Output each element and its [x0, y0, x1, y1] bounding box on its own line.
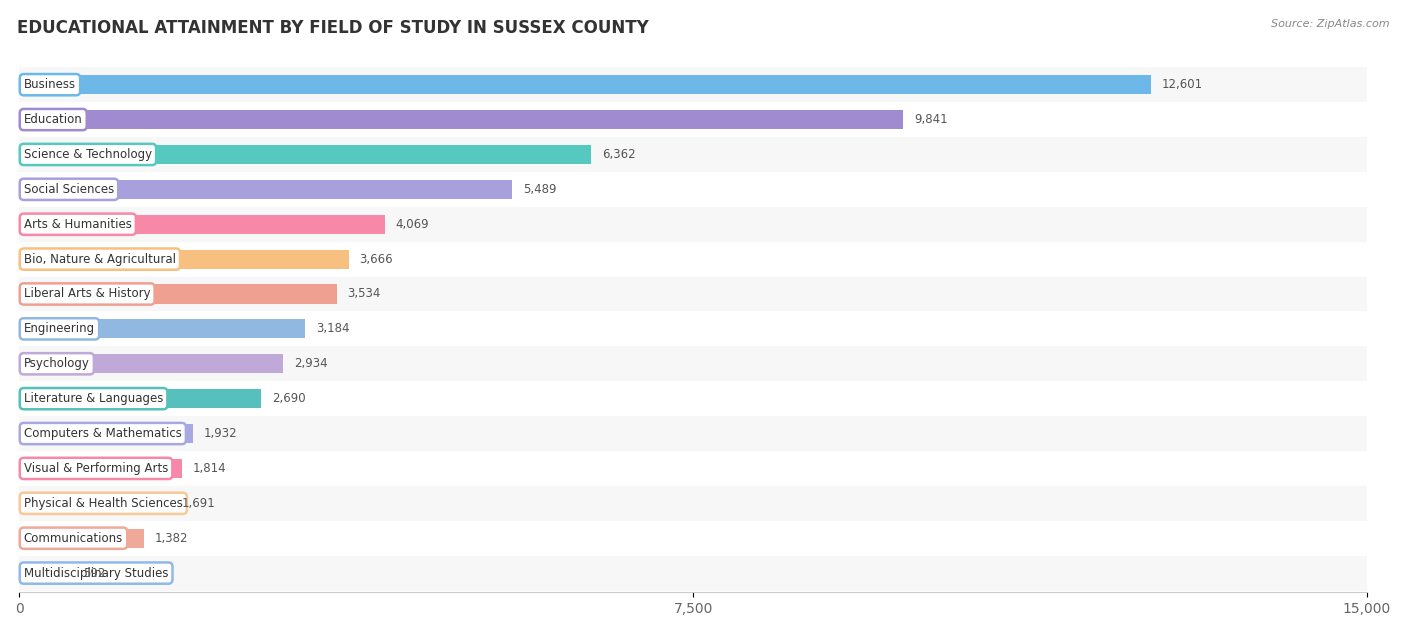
Bar [20, 110, 904, 129]
Bar [20, 346, 1367, 381]
Text: 3,666: 3,666 [360, 252, 394, 266]
Bar [20, 242, 1367, 276]
Text: Physical & Health Sciences: Physical & Health Sciences [24, 497, 183, 510]
Bar [20, 137, 1367, 172]
Text: 3,184: 3,184 [316, 322, 350, 336]
Bar [20, 563, 73, 582]
Bar [20, 312, 1367, 346]
Text: 12,601: 12,601 [1163, 78, 1204, 91]
Bar [20, 459, 183, 478]
Text: Literature & Languages: Literature & Languages [24, 392, 163, 405]
Bar [20, 215, 385, 234]
Bar [20, 389, 262, 408]
Text: 1,382: 1,382 [155, 532, 188, 545]
Bar [20, 521, 1367, 556]
Text: EDUCATIONAL ATTAINMENT BY FIELD OF STUDY IN SUSSEX COUNTY: EDUCATIONAL ATTAINMENT BY FIELD OF STUDY… [17, 19, 648, 37]
Text: Arts & Humanities: Arts & Humanities [24, 218, 132, 231]
Bar [20, 276, 1367, 312]
Text: 1,932: 1,932 [204, 427, 238, 440]
Bar [20, 424, 193, 443]
Bar [20, 102, 1367, 137]
Text: 592: 592 [83, 567, 105, 580]
Bar [20, 451, 1367, 486]
Text: 4,069: 4,069 [395, 218, 429, 231]
Bar [20, 68, 1367, 102]
Bar [20, 285, 337, 304]
Text: 2,690: 2,690 [271, 392, 305, 405]
Bar [20, 207, 1367, 242]
Bar [20, 416, 1367, 451]
Text: Communications: Communications [24, 532, 124, 545]
Bar [20, 486, 1367, 521]
Text: 2,934: 2,934 [294, 357, 328, 370]
Text: Science & Technology: Science & Technology [24, 148, 152, 161]
Text: 6,362: 6,362 [602, 148, 636, 161]
Text: 1,691: 1,691 [181, 497, 215, 510]
Text: Social Sciences: Social Sciences [24, 183, 114, 196]
Text: Bio, Nature & Agricultural: Bio, Nature & Agricultural [24, 252, 176, 266]
Text: Liberal Arts & History: Liberal Arts & History [24, 288, 150, 300]
Bar [20, 145, 591, 164]
Text: Business: Business [24, 78, 76, 91]
Bar [20, 493, 172, 513]
Bar [20, 249, 349, 269]
Bar [20, 529, 143, 548]
Text: Education: Education [24, 113, 83, 126]
Text: 5,489: 5,489 [523, 183, 557, 196]
Bar [20, 319, 305, 338]
Text: Psychology: Psychology [24, 357, 90, 370]
Bar [20, 180, 512, 199]
Bar [20, 354, 283, 374]
Text: Source: ZipAtlas.com: Source: ZipAtlas.com [1271, 19, 1389, 29]
Text: Engineering: Engineering [24, 322, 96, 336]
Bar [20, 172, 1367, 207]
Text: Visual & Performing Arts: Visual & Performing Arts [24, 462, 169, 475]
Text: Multidisciplinary Studies: Multidisciplinary Studies [24, 567, 169, 580]
Bar [20, 75, 1152, 94]
Text: 9,841: 9,841 [914, 113, 948, 126]
Text: 3,534: 3,534 [347, 288, 381, 300]
Text: 1,814: 1,814 [193, 462, 226, 475]
Bar [20, 556, 1367, 591]
Bar [20, 381, 1367, 416]
Text: Computers & Mathematics: Computers & Mathematics [24, 427, 181, 440]
